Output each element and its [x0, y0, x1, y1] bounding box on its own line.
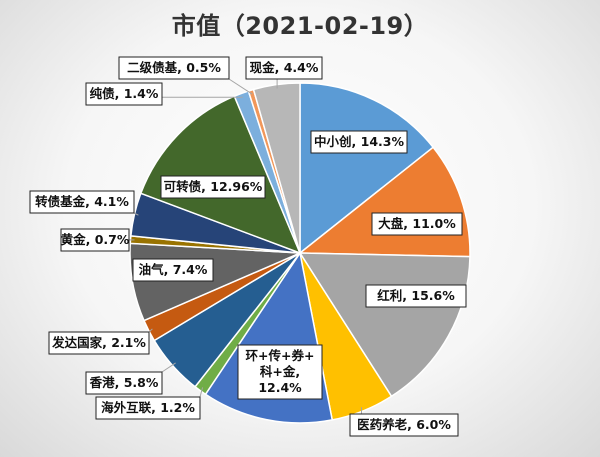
- svg-text:二级债基, 0.5%: 二级债基, 0.5%: [127, 60, 221, 75]
- svg-text:黄金, 0.7%: 黄金, 0.7%: [61, 232, 130, 247]
- svg-text:发达国家, 2.1%: 发达国家, 2.1%: [51, 335, 146, 350]
- data-label-4: 环+传+券+科+金, 12.4%: [237, 344, 323, 400]
- data-label-5: 海外互联, 1.2%: [95, 396, 201, 420]
- data-label-6: 香港, 5.8%: [85, 371, 163, 395]
- data-label-13: 二级债基, 0.5%: [118, 56, 230, 80]
- svg-text:医药养老, 6.0%: 医药养老, 6.0%: [357, 417, 451, 432]
- svg-text:大盘, 11.0%: 大盘, 11.0%: [378, 216, 456, 231]
- leader-line-6: [161, 362, 176, 373]
- svg-text:可转债, 12.96%: 可转债, 12.96%: [164, 179, 263, 194]
- pie-slice-0: [299, 82, 435, 255]
- data-label-11: 可转债, 12.96%: [160, 175, 266, 199]
- svg-text:香港, 5.8%: 香港, 5.8%: [89, 375, 159, 390]
- data-label-8: 油气, 7.4%: [132, 258, 214, 282]
- data-label-12: 纯债, 1.4%: [85, 82, 163, 106]
- data-label-10: 转债基金, 4.1%: [29, 190, 135, 214]
- svg-text:中小创, 14.3%: 中小创, 14.3%: [314, 134, 404, 149]
- data-label-9: 黄金, 0.7%: [60, 228, 130, 252]
- data-label-3: 医药养老, 6.0%: [349, 413, 459, 437]
- leader-line-13: [228, 78, 253, 95]
- data-label-0: 中小创, 14.3%: [310, 130, 408, 154]
- data-label-14: 现金, 4.4%: [245, 56, 323, 80]
- svg-text:环+传+券+科+金,12.4%: 环+传+券+科+金, 12.4%: [246, 348, 315, 395]
- pie-slice-11: [139, 95, 302, 255]
- leader-line-7: [148, 328, 153, 333]
- svg-text:红利, 15.6%: 红利, 15.6%: [377, 288, 455, 303]
- leader-line-10: [133, 212, 139, 216]
- svg-text:海外互联, 1.2%: 海外互联, 1.2%: [101, 400, 195, 415]
- data-label-2: 红利, 15.6%: [365, 284, 467, 308]
- pie-slice-14: [252, 82, 301, 254]
- leader-line-5: [199, 387, 204, 398]
- data-label-7: 发达国家, 2.1%: [48, 331, 150, 355]
- svg-text:纯债, 1.4%: 纯债, 1.4%: [90, 86, 159, 101]
- data-label-1: 大盘, 11.0%: [371, 212, 463, 236]
- svg-text:转债基金, 4.1%: 转债基金, 4.1%: [35, 194, 129, 209]
- svg-text:油气, 7.4%: 油气, 7.4%: [139, 262, 208, 277]
- chart-title: 市值（2021-02-19）: [171, 12, 429, 40]
- svg-text:现金, 4.4%: 现金, 4.4%: [250, 60, 319, 75]
